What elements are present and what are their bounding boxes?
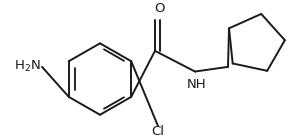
Text: O: O [154, 2, 164, 15]
Text: NH: NH [187, 78, 206, 91]
Text: H$_2$N: H$_2$N [14, 59, 41, 74]
Text: Cl: Cl [151, 125, 164, 138]
